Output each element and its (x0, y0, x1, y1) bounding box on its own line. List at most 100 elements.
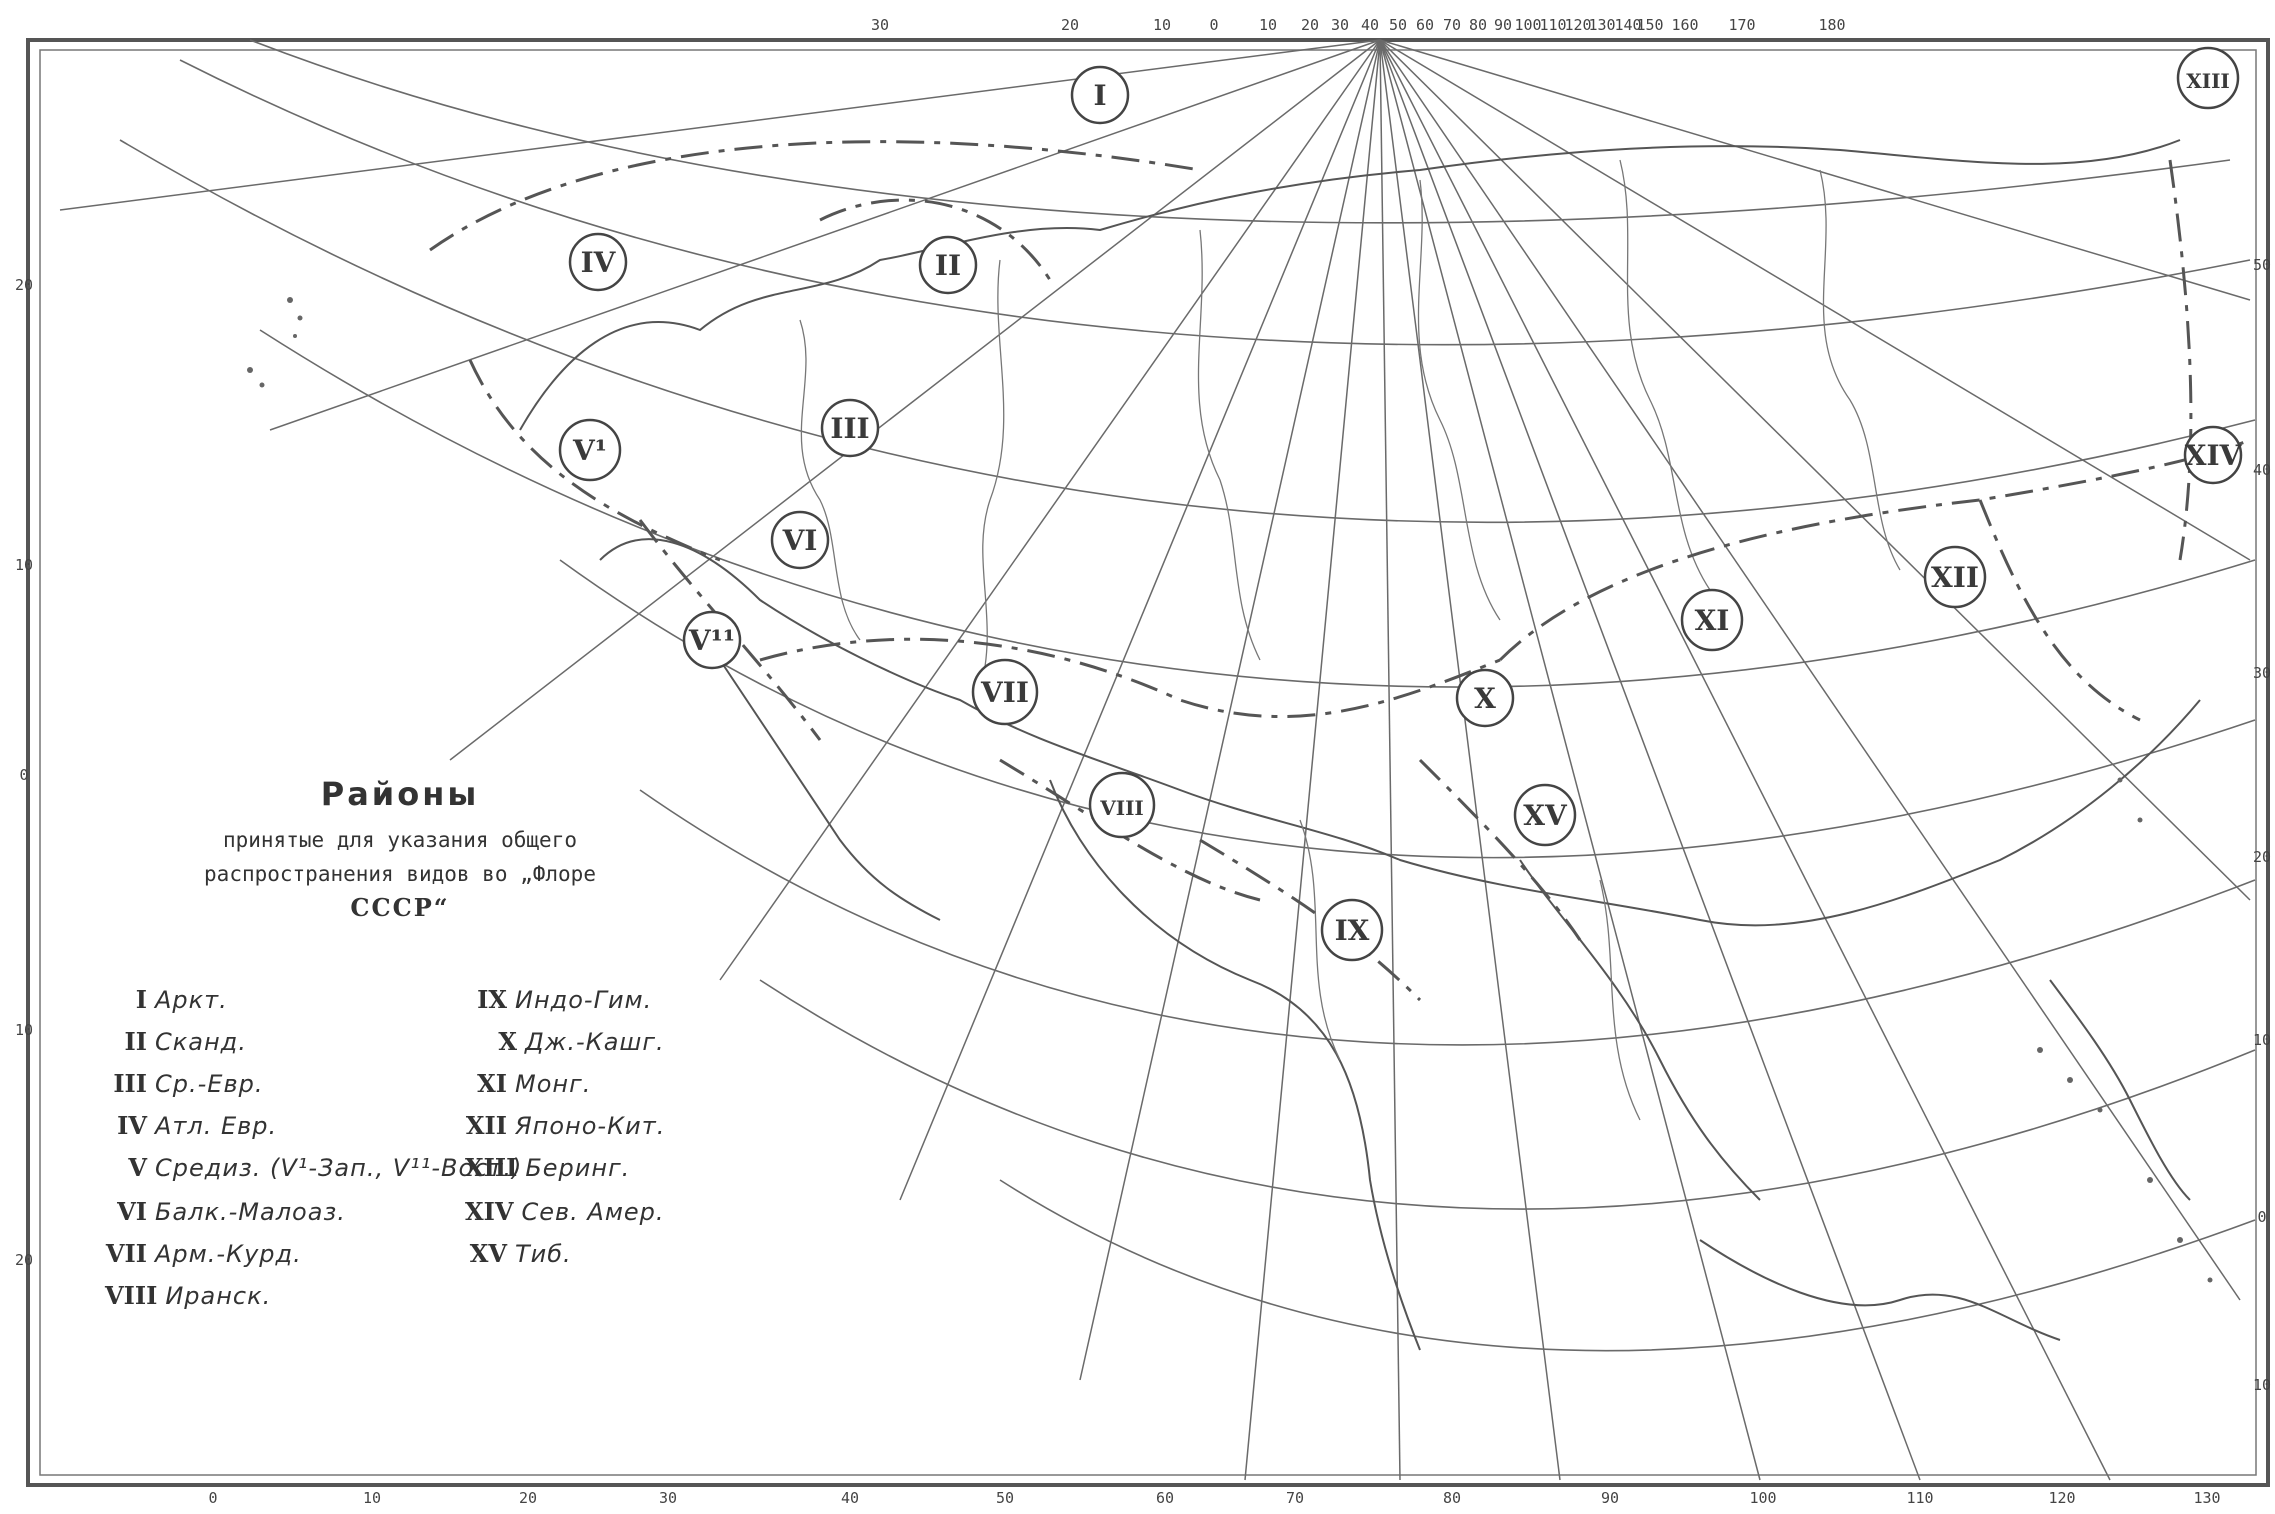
tick-label: 130 (2193, 1489, 2220, 1507)
tick-label: 20 (15, 276, 33, 294)
legend-item-number: XI (477, 1069, 507, 1098)
legend-item-name: Атл. Евр. (155, 1112, 278, 1140)
region-label: IV (581, 246, 617, 279)
region-circle (2176, 46, 2240, 110)
region-circle (1070, 65, 1130, 125)
tick-label: 90 (1601, 1489, 1619, 1507)
legend-item: VII Арм.-Курд. (105, 1239, 302, 1268)
legend-item: II Сканд. (105, 1027, 247, 1056)
legend-item: XV Тиб. (465, 1239, 572, 1268)
islands (247, 297, 2213, 1283)
tick-label: 30 (2253, 664, 2271, 682)
region-circle (1923, 545, 1987, 609)
legend-item-number: XII (465, 1111, 507, 1140)
legend-item-name: Индо-Гим. (515, 986, 653, 1014)
legend-item-number: XIV (465, 1197, 514, 1226)
legend-item-name: Сканд. (155, 1028, 247, 1056)
legend-subtitle-line1: принятые для указания общего (222, 828, 577, 852)
tick-label: 50 (996, 1489, 1014, 1507)
tick-label: 10 (15, 556, 33, 574)
region-circle (682, 610, 742, 670)
tick-label: 60 (1156, 1489, 1174, 1507)
region-label: XII (1931, 561, 1979, 594)
legend: Районы принятые для указания общего расп… (80, 775, 720, 1310)
legend-item-number: VI (117, 1197, 147, 1226)
region-label: X (1474, 682, 1496, 715)
tick-label: 10 (363, 1489, 381, 1507)
region-circle (918, 235, 978, 295)
legend-item-name: Тиб. (515, 1240, 572, 1268)
tick-label: 20 (2253, 848, 2271, 866)
tick-label: 0 (2257, 1208, 2266, 1226)
tick-label: 70 (1443, 16, 1461, 34)
legend-subtitle-line2: распространения видов во „Флоре (204, 862, 596, 886)
tick-label: 10 (1259, 16, 1277, 34)
legend-item-name: Ср.-Евр. (155, 1070, 264, 1098)
tick-label: 0 (19, 766, 28, 784)
legend-item-name: Японо-Кит. (515, 1112, 666, 1140)
legend-item: V Средиз. (V¹-Зап., V¹¹-Вост.) (105, 1153, 522, 1182)
legend-item: IV Атл. Евр. (105, 1111, 277, 1140)
tick-label: 80 (1469, 16, 1487, 34)
tick-label: 10 (1153, 16, 1171, 34)
region-label: I (1093, 79, 1106, 112)
tick-label: 90 (1494, 16, 1512, 34)
legend-item-name: Дж.-Кашг. (525, 1028, 665, 1056)
map-border-outer (26, 38, 2270, 1487)
legend-item-name: Балк.-Малоаз. (155, 1198, 346, 1226)
legend-item-name: Аркт. (155, 986, 228, 1014)
legend-item: I Аркт. (105, 985, 228, 1014)
tick-label: 10 (15, 1021, 33, 1039)
legend-subtitle-line3: СССР“ (350, 893, 450, 922)
region-circle (1680, 588, 1744, 652)
region-label: III (830, 412, 869, 445)
tick-label: 110 (1539, 16, 1566, 34)
tick-label: 80 (1443, 1489, 1461, 1507)
region-circle (1320, 898, 1384, 962)
region-label: XI (1695, 604, 1730, 637)
legend-item-number: I (135, 985, 147, 1014)
tick-label: 180 (1818, 16, 1845, 34)
legend-item: IX Индо-Гим. (465, 985, 652, 1014)
legend-subtitle: принятые для указания общего распростран… (80, 823, 720, 925)
legend-item: VI Балк.-Малоаз. (105, 1197, 346, 1226)
region-circle (1088, 771, 1156, 839)
legend-item-number: XV (469, 1239, 507, 1268)
legend-item-number: III (113, 1069, 147, 1098)
region-circle (971, 658, 1039, 726)
region-circle (1455, 668, 1515, 728)
rivers (799, 159, 1901, 1121)
tick-label: 0 (1209, 16, 1218, 34)
tick-label: 40 (1361, 16, 1379, 34)
tick-label: 20 (1301, 16, 1319, 34)
legend-item-name: Арм.-Курд. (155, 1240, 302, 1268)
legend-item-number: IX (477, 985, 507, 1014)
tick-label: 10 (2253, 1031, 2271, 1049)
tick-label: 120 (2048, 1489, 2075, 1507)
tick-label: 100 (1749, 1489, 1776, 1507)
tick-label: 40 (2253, 461, 2271, 479)
tick-label: 60 (1416, 16, 1434, 34)
legend-item-number: V (128, 1153, 147, 1182)
region-label: VIII (1099, 796, 1144, 820)
tick-label: 10 (2253, 1376, 2271, 1394)
region-label: XV (1523, 799, 1568, 832)
region-label: XIV (2185, 439, 2243, 472)
coastlines (519, 139, 2201, 1351)
tick-label: 50 (2253, 256, 2271, 274)
legend-item-number: XIII (465, 1153, 518, 1182)
legend-item: XIV Сев. Амер. (465, 1197, 665, 1226)
latitude-lines (119, 39, 2256, 1352)
region-label: V¹¹ (688, 624, 735, 657)
tick-label: 30 (871, 16, 889, 34)
tick-label: 120 (1564, 16, 1591, 34)
legend-item-name: Иранск. (165, 1282, 272, 1310)
legend-item-number: VII (105, 1239, 147, 1268)
legend-item: XIII Беринг. (465, 1153, 630, 1182)
tick-label: 70 (1286, 1489, 1304, 1507)
region-circle (1513, 783, 1577, 847)
legend-item: III Ср.-Евр. (105, 1069, 263, 1098)
tick-label: 160 (1671, 16, 1698, 34)
